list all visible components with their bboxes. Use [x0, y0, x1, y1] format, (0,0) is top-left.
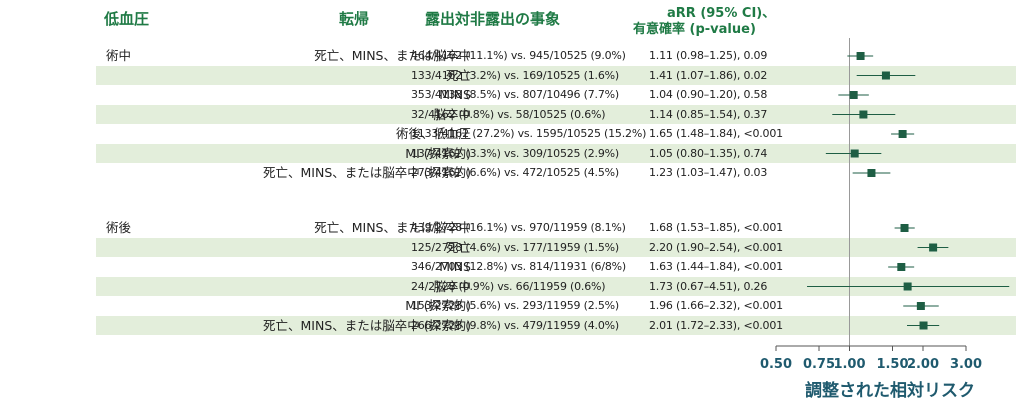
outcome-label: 死亡	[445, 239, 471, 255]
table-row: 死亡、MINS、または脳卒中 (探索的) 266/2728 (9.8%) vs. …	[96, 315, 1016, 335]
arr-cell: 1.63 (1.44–1.84), <0.001	[649, 260, 783, 273]
outcome-header: 転帰	[339, 10, 370, 28]
outcome-label: 死亡	[445, 67, 471, 83]
table-row: 術後、低血圧 1133/4162 (27.2%) vs. 1595/10525 (…	[96, 124, 1016, 143]
events-cell: 137/4162 (3.3%) vs. 309/10525 (2.9%)	[411, 146, 619, 160]
x-tick-label: 2.00	[907, 357, 939, 372]
x-axis-label: 調整された相対リスク	[805, 381, 975, 401]
outcome-label: 術後、低血圧	[395, 126, 471, 141]
table-row: 死亡 125/2728 (4.6%) vs. 177/11959 (1.5%) 2.…	[96, 237, 1016, 257]
point-marker	[859, 110, 868, 119]
point-marker	[850, 149, 859, 158]
point-marker	[916, 302, 925, 310]
x-tick-label: 3.00	[950, 357, 982, 372]
arr-cell: 1.68 (1.53–1.85), <0.001	[649, 221, 783, 234]
point-marker	[919, 321, 928, 330]
x-tick-label: 1.00	[833, 357, 865, 372]
events-cell: 125/2728 (4.6%) vs. 177/11959 (1.5%)	[411, 240, 619, 254]
arr-header-line2: 有意確率 (p-value)	[633, 22, 756, 37]
point-marker	[856, 52, 865, 60]
events-cell: 353/4138 (8.5%) vs. 807/10496 (7.7%)	[411, 88, 619, 101]
point-marker	[867, 169, 876, 177]
arr-cell: 1.41 (1.07–1.86), 0.02	[649, 68, 768, 82]
x-tick-label: 0.75	[803, 357, 835, 372]
arr-header-line1: aRR (95% CI)、	[667, 6, 776, 21]
x-tick-label: 0.50	[760, 357, 792, 372]
outcome-label: MI (探索的)	[405, 298, 471, 313]
outcome-label: MINS	[439, 259, 471, 274]
point-marker	[929, 243, 938, 252]
events-cell: 133/4162 (3.2%) vs. 169/10525 (1.6%)	[411, 68, 619, 82]
table-row: 術後 死亡、MINS、または脳卒中 439/2728 (16.1%) vs. 970…	[96, 218, 1016, 237]
outcome-label: 死亡、MINS、または脳卒中 (探索的)	[263, 317, 471, 333]
events-cell: 1133/4162 (27.2%) vs. 1595/10525 (15.2%)	[411, 127, 647, 140]
outcome-label: 脳卒中	[433, 278, 471, 294]
arr-cell: 2.01 (1.72–2.33), <0.001	[649, 318, 783, 332]
arr-cell: 1.05 (0.80–1.35), 0.74	[649, 146, 768, 160]
table-row: MINS 353/4138 (8.5%) vs. 807/10496 (7.7%)…	[96, 85, 1016, 104]
point-marker	[900, 224, 909, 232]
arr-cell: 1.11 (0.98–1.25), 0.09	[649, 49, 768, 62]
point-marker	[849, 91, 858, 99]
table-row: 死亡、MINS、または脳卒中 (探索的) 273/4162 (6.6%) vs. …	[96, 163, 1016, 182]
events-cell: 273/4162 (6.6%) vs. 472/10525 (4.5%)	[411, 166, 619, 179]
group-header: 低血圧	[104, 10, 150, 28]
arr-cell: 2.20 (1.90–2.54), <0.001	[649, 240, 783, 254]
table-row: MINS 346/2703 (12.8%) vs. 814/11931 (6/8%…	[96, 257, 1016, 276]
point-marker	[903, 282, 912, 291]
events-cell: 464/4162 (11.1%) vs. 945/10525 (9.0%)	[411, 49, 626, 62]
period-label: 術後	[106, 220, 132, 235]
period-label: 術中	[106, 48, 132, 63]
arr-cell: 1.14 (0.85–1.54), 0.37	[649, 107, 768, 121]
table-row: MI (探索的) 153/2728 (5.6%) vs. 293/11959 (2…	[96, 296, 1016, 315]
events-cell: 266/2728 (9.8%) vs. 479/11959 (4.0%)	[411, 318, 619, 332]
events-cell: 346/2703 (12.8%) vs. 814/11931 (6/8%)	[411, 260, 626, 273]
point-marker	[897, 263, 906, 271]
arr-cell: 1.23 (1.03–1.47), 0.03	[649, 166, 768, 179]
outcome-label: MINS	[439, 87, 471, 102]
events-cell: 24/2728 (0.9%) vs. 66/11959 (0.6%)	[411, 279, 606, 293]
table-row: MI (探索的) 137/4162 (3.3%) vs. 309/10525 (2…	[96, 143, 1016, 163]
outcome-label: 死亡、MINS、または脳卒中	[314, 220, 471, 235]
arr-cell: 1.96 (1.66–2.32), <0.001	[649, 299, 783, 312]
arr-cell: 1.04 (0.90–1.20), 0.58	[649, 88, 768, 101]
table-row: 脳卒中 32/4162 (0.8%) vs. 58/10525 (0.6%) 1.1…	[96, 104, 1016, 124]
point-marker	[881, 71, 890, 80]
arr-cell: 1.65 (1.48–1.84), <0.001	[649, 127, 783, 140]
table-row: 術中 死亡、MINS、または脳卒中 464/4162 (11.1%) vs. 945…	[96, 46, 1016, 65]
table-row: 脳卒中 24/2728 (0.9%) vs. 66/11959 (0.6%) 1.7…	[96, 276, 1016, 296]
outcome-label: 死亡、MINS、または脳卒中 (探索的)	[263, 165, 471, 180]
outcome-label: 死亡、MINS、または脳卒中	[314, 48, 471, 63]
x-tick-label: 1.50	[876, 357, 908, 372]
table-row: 死亡 133/4162 (3.2%) vs. 169/10525 (1.6%) 1.…	[96, 65, 1016, 85]
events-cell: 439/2728 (16.1%) vs. 970/11959 (8.1%)	[411, 221, 626, 234]
arr-header: aRR (95% CI)、 有意確率 (p-value)	[633, 6, 775, 38]
events-cell: 32/4162 (0.8%) vs. 58/10525 (0.6%)	[411, 107, 606, 121]
outcome-label: MI (探索的)	[405, 145, 471, 161]
events-header: 露出対非露出の事象	[425, 10, 561, 28]
outcome-label: 脳卒中	[433, 106, 471, 122]
point-marker	[898, 130, 907, 138]
events-cell: 153/2728 (5.6%) vs. 293/11959 (2.5%)	[411, 299, 619, 312]
arr-cell: 1.73 (0.67–4.51), 0.26	[649, 279, 768, 293]
